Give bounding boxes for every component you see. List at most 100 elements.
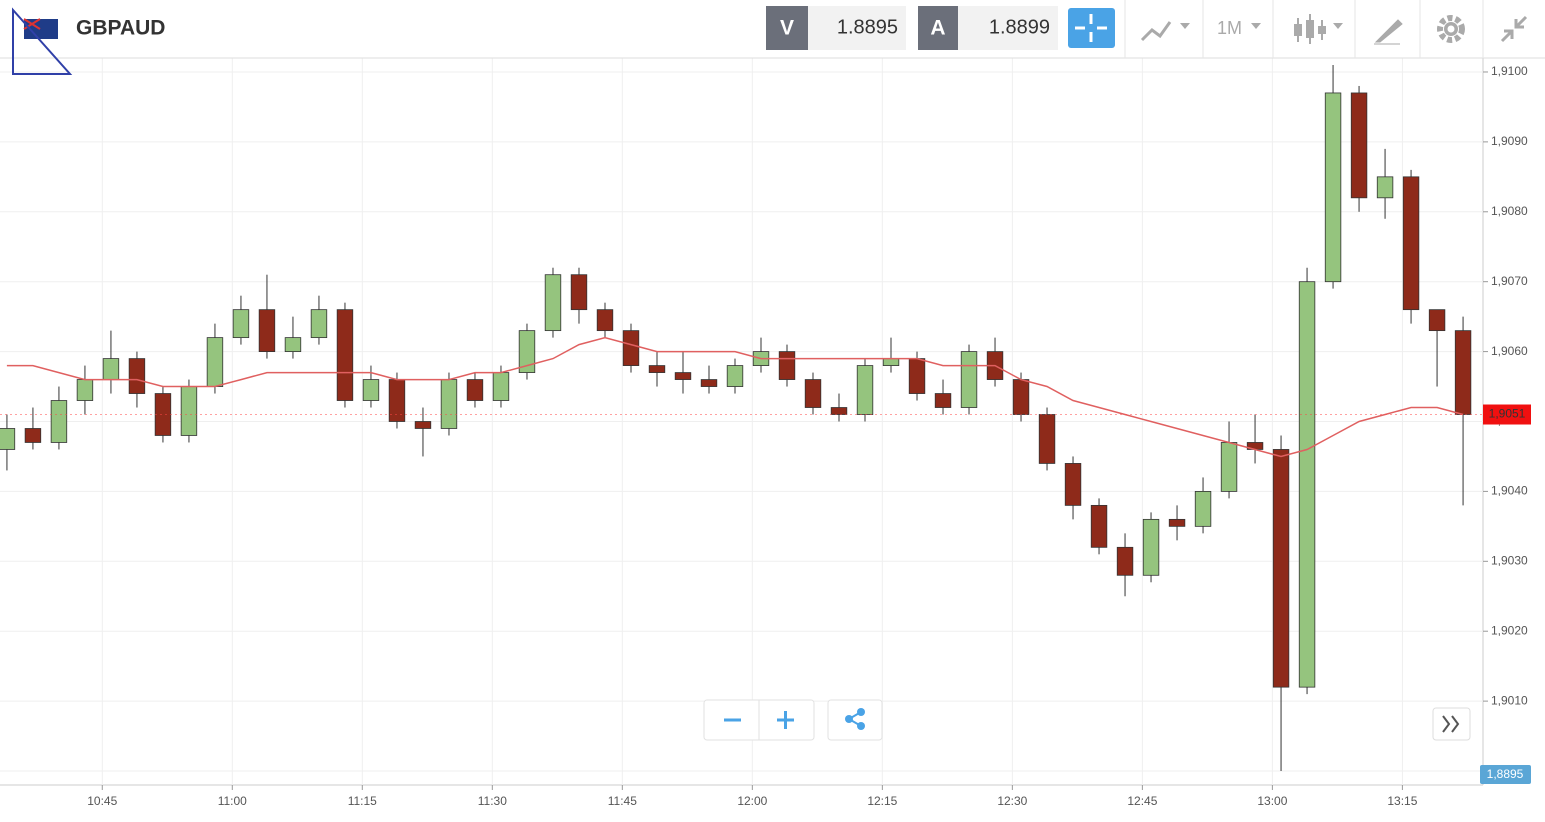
candle-body — [310, 309, 328, 339]
x-tick-label: 11:30 — [478, 794, 507, 808]
candle-body — [0, 428, 16, 450]
candle-body — [466, 379, 484, 401]
candle-body — [1350, 92, 1368, 199]
candle-body — [1142, 518, 1160, 576]
candle-body — [1428, 309, 1446, 332]
candle-body — [1168, 518, 1186, 527]
dropdown-arrow — [1333, 23, 1343, 29]
candle-body — [232, 309, 250, 339]
x-tick-label: 13:00 — [1257, 794, 1287, 808]
last-price-badge — [1483, 404, 1531, 425]
x-tick-label: 10:45 — [87, 794, 117, 808]
x-tick-label: 11:00 — [218, 794, 247, 808]
x-tick-label: 12:00 — [737, 794, 767, 808]
candle-body — [102, 358, 120, 380]
collapse-button[interactable] — [1500, 15, 1528, 43]
timeframe-button[interactable]: 1M — [1217, 18, 1242, 38]
candle-body — [856, 365, 874, 415]
chart-type-button[interactable] — [1140, 21, 1172, 42]
crosshair-button[interactable] — [1068, 8, 1115, 48]
y-tick-label: 1,9020 — [1491, 623, 1528, 637]
candle-body — [596, 309, 614, 332]
x-tick-label: 12:30 — [997, 794, 1027, 808]
candle-body — [206, 337, 224, 387]
buy-label-box — [918, 6, 958, 50]
candle-body — [674, 372, 692, 380]
x-tick-label: 11:15 — [348, 794, 377, 808]
candle-body — [1064, 463, 1082, 506]
candle-body — [622, 330, 640, 366]
candle-body — [258, 309, 276, 352]
candle-body — [1272, 449, 1290, 688]
candle-body — [1298, 281, 1316, 688]
candle-body — [440, 379, 458, 429]
x-tick-label: 12:45 — [1127, 794, 1157, 808]
candle-body — [700, 379, 718, 387]
candle-body — [934, 393, 952, 408]
moving-average-line — [6, 336, 1464, 458]
share-dot — [857, 708, 865, 716]
sell-price: 1.8895 — [837, 16, 898, 38]
candle-body — [492, 372, 510, 401]
candle-body — [518, 330, 536, 373]
bid-badge-text: 1,8895 — [1487, 767, 1524, 781]
candle-body — [960, 351, 978, 408]
plot-area: 1,90001,90101,90201,90301,90401,90501,90… — [0, 58, 1531, 808]
settings-button[interactable] — [1437, 15, 1465, 43]
crosshair-icon — [1075, 14, 1107, 42]
y-tick-label: 1,9080 — [1491, 204, 1528, 218]
candle-body — [830, 407, 848, 415]
candle-body — [180, 386, 198, 436]
candle-body — [1220, 442, 1238, 492]
zoom-in-button[interactable] — [777, 711, 794, 729]
candle-body — [362, 379, 380, 401]
candle-body — [414, 421, 432, 429]
candle-body — [154, 393, 172, 436]
buy-price: 1.8899 — [989, 16, 1050, 38]
share-box — [827, 699, 883, 741]
flag-cross — [23, 18, 41, 30]
dropdown-arrow — [1251, 23, 1261, 29]
x-tick-label: 13:15 — [1387, 794, 1417, 808]
candle-body — [1324, 92, 1342, 283]
last-price-label: 1,9051 — [1489, 407, 1526, 421]
candle-body — [1012, 379, 1030, 415]
candle-body — [544, 274, 562, 332]
scroll-end-button[interactable] — [1442, 715, 1460, 733]
candle-body — [50, 400, 68, 443]
candle-body — [1194, 491, 1212, 527]
candle-body — [648, 365, 666, 373]
candle-body — [128, 358, 146, 394]
sell-label: V — [780, 17, 794, 40]
candle-body — [284, 337, 302, 352]
candle-body — [804, 379, 822, 408]
sell-label-box — [766, 6, 808, 50]
candle-body — [726, 365, 744, 387]
candle-body — [1090, 504, 1108, 548]
y-tick-label: 1,9010 — [1491, 693, 1528, 707]
y-tick-label: 1,9060 — [1491, 344, 1528, 358]
share-dot — [857, 722, 865, 730]
candle-body — [908, 358, 926, 394]
candle-body — [1402, 176, 1420, 311]
candle-icon-body — [1306, 20, 1314, 38]
symbol: GBPAUD — [76, 17, 165, 40]
candle-icon-body — [1294, 24, 1302, 36]
settings-hole — [1447, 25, 1455, 33]
candle-body — [24, 428, 42, 443]
candle-body — [388, 379, 406, 422]
candle-body — [778, 351, 796, 380]
candle-body — [1376, 176, 1394, 199]
scroll-end-box — [1432, 707, 1471, 741]
candle-body — [1454, 330, 1472, 415]
y-tick-label: 1,9090 — [1491, 134, 1528, 148]
x-tick-label: 12:15 — [867, 794, 897, 808]
y-tick-label: 1,9070 — [1491, 274, 1528, 288]
candle-body — [882, 358, 900, 366]
dropdown-arrow — [1180, 23, 1190, 29]
y-tick-label: 1,9040 — [1491, 484, 1528, 498]
share-dot — [845, 715, 853, 723]
draw-tool-button[interactable] — [1374, 19, 1403, 45]
candle-body — [570, 274, 588, 311]
